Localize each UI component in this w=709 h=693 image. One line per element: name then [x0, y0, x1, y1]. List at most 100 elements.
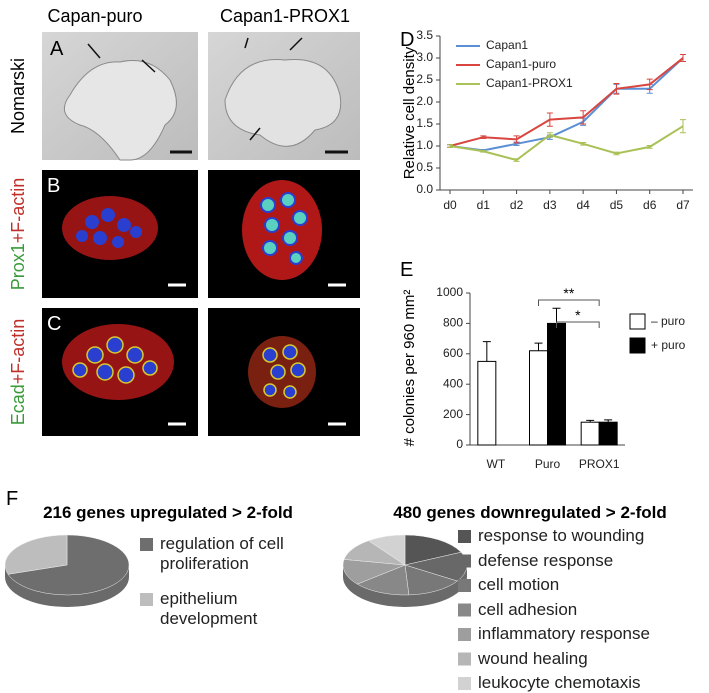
series-line — [449, 125, 684, 162]
series-line — [449, 57, 684, 152]
panel-label: D — [400, 29, 414, 51]
x-tick-label: d7 — [676, 198, 690, 212]
legend-swatch — [458, 579, 471, 592]
y-tick-label: 0.5 — [416, 160, 433, 174]
y-tick-label: 0 — [456, 437, 463, 451]
legend-label: Capan1-puro — [486, 57, 556, 71]
row-label: Ecad+F-actin — [8, 319, 28, 426]
legend-label: epithelium development — [160, 589, 258, 628]
y-tick-label: 3.5 — [416, 28, 433, 42]
pie-slice — [356, 564, 410, 596]
x-tick-label: d2 — [510, 198, 524, 212]
column-label: Capan1-PROX1 — [220, 6, 350, 26]
error-bar — [613, 151, 620, 156]
error-bar — [480, 149, 487, 153]
legend-swatch — [140, 538, 153, 551]
bar — [547, 322, 566, 446]
y-tick-label: 2.5 — [416, 72, 433, 86]
x-tick-label: d1 — [477, 198, 491, 212]
panel-label: E — [400, 259, 413, 281]
x-tick-label: WT — [487, 457, 506, 471]
counterstain-label: +F-actin — [8, 319, 28, 385]
arrow — [289, 37, 303, 51]
legend-label: response to wounding — [478, 526, 645, 545]
legend-label: defense response — [478, 550, 614, 570]
error-bar — [613, 83, 620, 95]
error-bar — [513, 135, 520, 144]
y-tick-label: 1.0 — [416, 138, 433, 152]
legend-label: cell adhesion — [478, 599, 578, 619]
significance-label: * — [575, 307, 581, 323]
y-tick-label: 1.5 — [416, 116, 433, 130]
legend-swatch — [458, 652, 471, 666]
x-tick-label: d6 — [643, 198, 657, 212]
y-tick-label: 0.0 — [416, 182, 433, 196]
legend-swatch — [458, 530, 471, 543]
y-tick-label: 1000 — [436, 285, 463, 299]
stain-label: Prox1 — [8, 243, 28, 290]
arrow — [87, 43, 101, 59]
arrow — [244, 37, 249, 49]
y-tick-label: 3.0 — [416, 50, 433, 64]
pie-title: 480 genes downregulated > 2-fold — [393, 503, 666, 522]
legend-label: leukocyte chemotaxis — [478, 673, 641, 692]
y-tick-label: 800 — [443, 316, 463, 330]
x-tick-label: Puro — [535, 457, 561, 471]
row-label: Nomarski — [8, 58, 28, 134]
nuclei — [260, 192, 308, 265]
nuclei — [76, 208, 142, 248]
pie-slice — [404, 564, 458, 596]
stain-label: Ecad — [8, 384, 28, 425]
error-bar — [447, 144, 453, 148]
pie-title: 216 genes upregulated > 2-fold — [43, 503, 293, 522]
significance-bracket — [556, 321, 600, 328]
pie-slice — [404, 534, 462, 566]
arrow — [141, 59, 156, 73]
y-axis-title: # colonies per 960 mm² — [401, 290, 418, 447]
legend-swatch — [458, 603, 471, 617]
legend-swatch — [629, 337, 646, 354]
error-bar — [680, 119, 686, 134]
significance-label: ** — [563, 285, 574, 301]
panel-label: B — [47, 175, 60, 197]
nuclei — [72, 336, 158, 384]
x-tick-label: d4 — [576, 198, 590, 212]
legend-label: inflammatory response — [478, 624, 650, 643]
legend-label: regulation of cell proliferation — [160, 534, 284, 573]
cell-cluster — [62, 196, 158, 260]
error-bar — [546, 132, 553, 138]
legend-label: Capan1-PROX1 — [486, 76, 573, 90]
arrow — [249, 127, 261, 141]
error-bar — [546, 112, 553, 127]
error-bar — [646, 78, 653, 91]
error-bar — [580, 141, 587, 146]
legend-label: wound healing — [478, 648, 588, 668]
error-bar — [480, 135, 487, 140]
bar — [529, 350, 548, 446]
cell-cluster — [63, 60, 177, 161]
x-tick-label: d5 — [610, 198, 624, 212]
error-bar — [482, 341, 491, 362]
legend-swatch — [458, 677, 471, 690]
panel-label: C — [47, 313, 61, 335]
bar — [477, 360, 497, 446]
series-line — [449, 57, 684, 147]
bar — [580, 421, 600, 446]
error-bar — [552, 307, 561, 324]
panel-label: A — [50, 38, 64, 60]
legend-label: + puro — [651, 338, 686, 352]
y-tick-label: 600 — [443, 346, 463, 360]
pie-slice — [4, 534, 68, 575]
legend-swatch — [458, 554, 471, 568]
error-bar — [580, 110, 587, 125]
x-tick-label: d3 — [543, 198, 557, 212]
legend-swatch — [629, 313, 646, 330]
y-tick-label: 2.0 — [416, 94, 433, 108]
x-tick-label: PROX1 — [579, 457, 620, 471]
pie-slice — [7, 534, 130, 596]
legend-label: – puro — [651, 314, 685, 328]
error-bar — [534, 342, 543, 351]
legend-label: cell motion — [478, 575, 560, 594]
